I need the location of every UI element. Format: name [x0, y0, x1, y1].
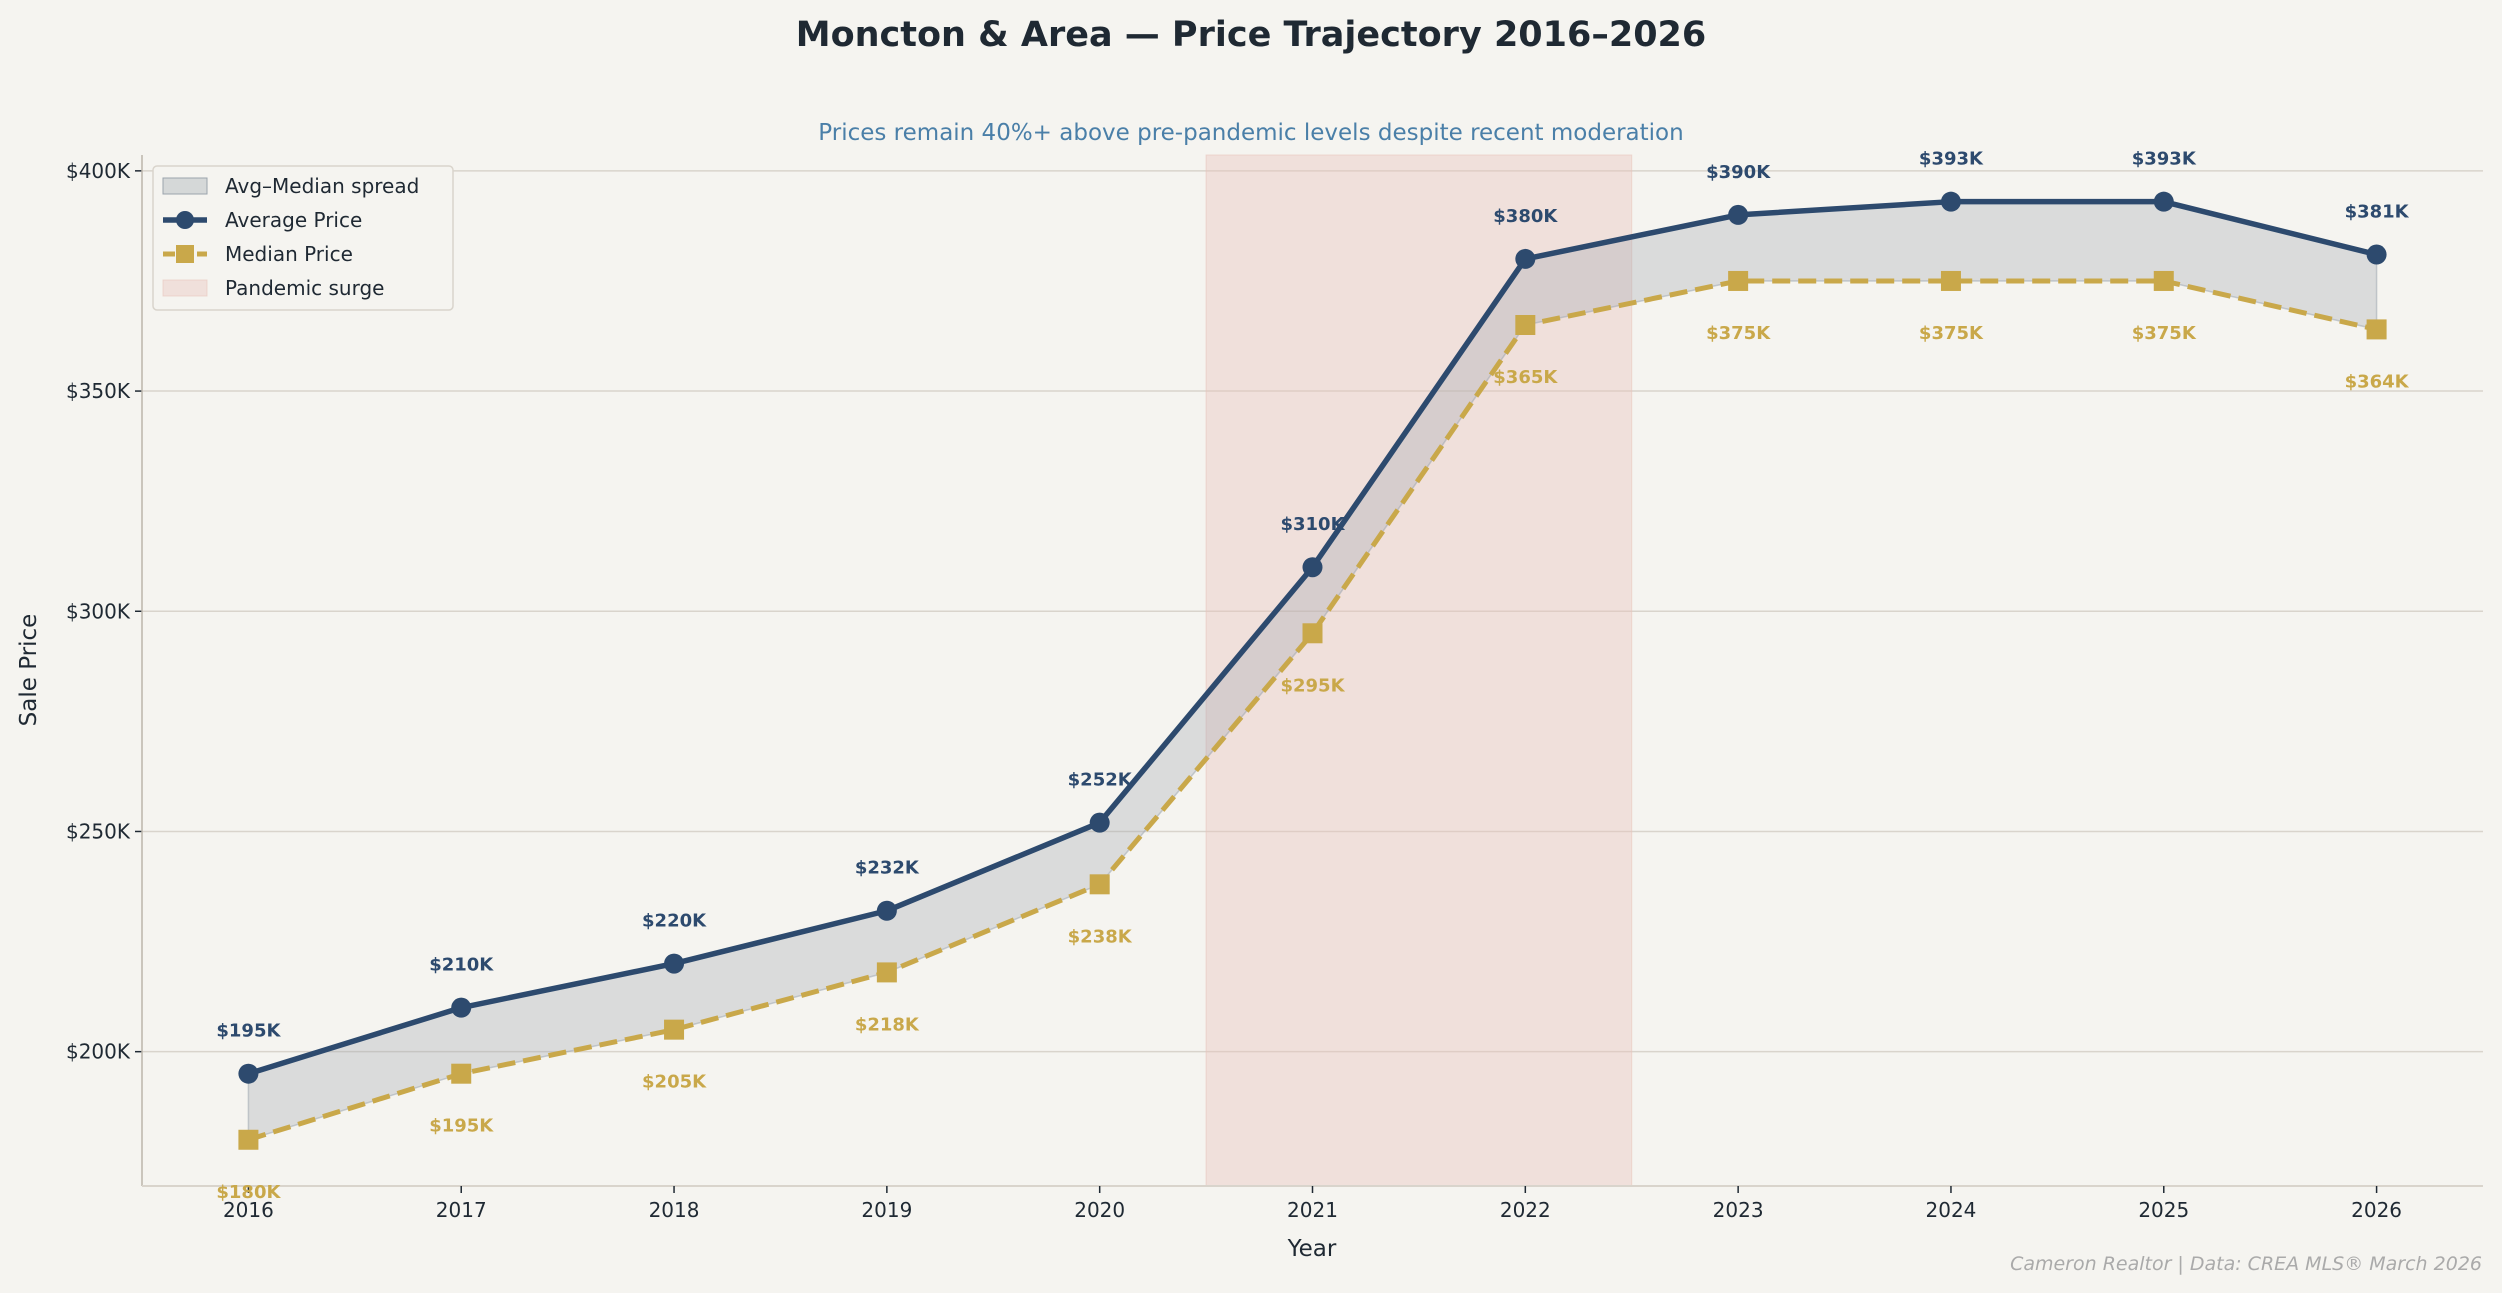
- average-price-marker: [2153, 191, 2174, 212]
- average-price-data-label: $390K: [1706, 162, 1771, 183]
- average-price-marker: [1728, 204, 1749, 225]
- x-tick-label: 2021: [1287, 1198, 1338, 1222]
- pandemic-surge-region: [1205, 154, 1633, 1187]
- average-price-marker: [1940, 191, 1961, 212]
- average-price-marker: [876, 900, 897, 921]
- chart-title: Moncton & Area — Price Trajectory 2016–2…: [796, 15, 1707, 55]
- average-price-marker: [2366, 244, 2387, 265]
- y-tick-label: $250K: [66, 819, 131, 843]
- x-tick-label: 2017: [436, 1198, 487, 1222]
- median-price-marker: [876, 962, 897, 983]
- median-price-marker: [451, 1063, 472, 1084]
- x-tick-label: 2020: [1074, 1198, 1125, 1222]
- average-price-marker: [1089, 812, 1110, 833]
- average-price-marker: [664, 953, 685, 974]
- legend-item-median: Median Price: [225, 242, 353, 266]
- average-price-data-label: $380K: [1493, 206, 1558, 227]
- legend-item-average: Average Price: [225, 208, 362, 232]
- median-price-marker: [2366, 319, 2387, 340]
- median-price-marker: [1940, 270, 1961, 291]
- median-price-data-label: $218K: [855, 1014, 920, 1035]
- median-swatch-marker: [176, 245, 194, 263]
- average-price-marker: [238, 1063, 259, 1084]
- average-price-data-label: $195K: [216, 1021, 281, 1042]
- median-price-marker: [1089, 874, 1110, 895]
- average-price-data-label: $393K: [1919, 149, 1984, 170]
- median-price-marker: [1515, 314, 1536, 335]
- average-price-data-label: $220K: [642, 911, 707, 932]
- average-price-data-label: $310K: [1280, 514, 1345, 535]
- x-axis-label: Year: [1287, 1236, 1337, 1262]
- median-price-marker: [1302, 623, 1323, 644]
- x-tick-label: 2019: [861, 1198, 912, 1222]
- median-price-marker: [664, 1019, 685, 1040]
- average-price-marker: [1302, 557, 1323, 578]
- y-tick-label: $350K: [66, 379, 131, 403]
- x-tick-label: 2023: [1713, 1198, 1764, 1222]
- average-price-data-label: $232K: [855, 858, 920, 879]
- legend: Avg–Median spread Average Price Median Pri…: [152, 165, 454, 311]
- average-price-data-label: $393K: [2132, 149, 2197, 170]
- y-axis-label: Sale Price: [16, 614, 42, 727]
- x-tick-label: 2025: [2138, 1198, 2189, 1222]
- median-price-data-label: $195K: [429, 1116, 494, 1137]
- median-price-marker: [238, 1129, 259, 1150]
- median-price-data-label: $364K: [2345, 371, 2410, 392]
- y-tick-label: $300K: [66, 599, 131, 623]
- median-price-marker: [1728, 270, 1749, 291]
- legend-item-spread: Avg–Median spread: [225, 174, 419, 198]
- median-price-data-label: $205K: [642, 1072, 707, 1093]
- legend-item-pandemic: Pandemic surge: [225, 276, 384, 300]
- median-price-data-label: $375K: [2132, 323, 2197, 344]
- median-price-marker: [2153, 270, 2174, 291]
- average-price-data-label: $210K: [429, 955, 494, 976]
- average-price-marker: [451, 997, 472, 1018]
- footer-credit: Cameron Realtor | Data: CREA MLS® March …: [2010, 1253, 2482, 1275]
- chart-subtitle: Prices remain 40%+ above pre-pandemic le…: [818, 120, 1683, 146]
- median-price-data-label: $375K: [1919, 323, 1984, 344]
- median-price-data-label: $238K: [1068, 926, 1133, 947]
- y-tick-label: $400K: [66, 159, 131, 183]
- x-tick-label: 2016: [223, 1198, 274, 1222]
- x-tick-label: 2018: [649, 1198, 700, 1222]
- average-price-data-label: $381K: [2345, 202, 2410, 223]
- spread-swatch: [162, 177, 208, 195]
- average-swatch-marker: [176, 211, 194, 229]
- median-price-data-label: $180K: [216, 1182, 281, 1203]
- median-price-line: [247, 278, 2378, 1143]
- average-price-data-label: $252K: [1068, 770, 1133, 791]
- x-tick-label: 2026: [2351, 1198, 2402, 1222]
- pandemic-swatch: [162, 279, 208, 297]
- median-price-data-label: $365K: [1493, 367, 1558, 388]
- y-tick-label: $200K: [66, 1040, 131, 1064]
- median-price-data-label: $295K: [1280, 675, 1345, 696]
- median-price-data-label: $375K: [1706, 323, 1771, 344]
- average-price-marker: [1515, 248, 1536, 269]
- x-tick-label: 2024: [1926, 1198, 1977, 1222]
- x-tick-label: 2022: [1500, 1198, 1551, 1222]
- legend-box: [152, 165, 454, 311]
